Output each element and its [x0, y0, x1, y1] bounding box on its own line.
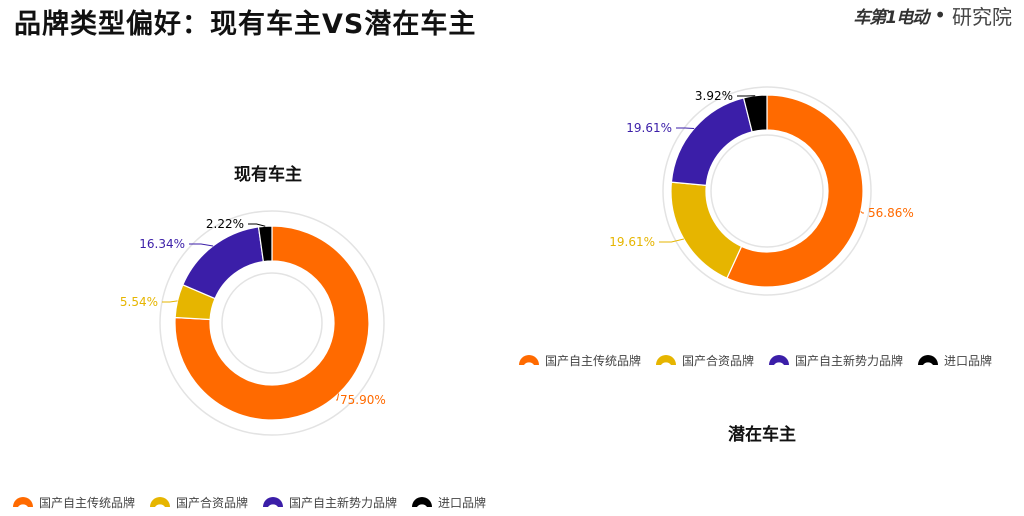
legend-potential-owners: 国产自主传统品牌 国产合资品牌 国产自主新势力品牌 进口品牌 [518, 352, 1006, 369]
data-label-new-force: 16.34% [139, 237, 185, 251]
chart-title-current-owners: 现有车主 [234, 165, 302, 185]
data-label-import: 2.22% [206, 217, 244, 231]
brand-logo: 车第1电动 • 研究院 [853, 2, 1012, 29]
legend-item-traditional[interactable]: 国产自主传统品牌 [12, 494, 135, 511]
slice-traditional [174, 225, 370, 421]
legend-swatch-icon [769, 354, 790, 365]
legend-swatch-icon [150, 496, 171, 507]
legend-label: 国产自主新势力品牌 [289, 496, 398, 510]
data-label-new-force: 19.61% [626, 121, 672, 135]
data-label-import: 3.92% [695, 89, 733, 103]
legend-item-new-force[interactable]: 国产自主新势力品牌 [262, 494, 397, 511]
legend-label: 进口品牌 [438, 496, 487, 510]
legend-current-owners: 国产自主传统品牌 国产合资品牌 国产自主新势力品牌 进口品牌 [12, 494, 500, 511]
legend-swatch-icon [519, 354, 539, 365]
slice-import [257, 225, 273, 263]
data-label-traditional: 56.86% [868, 206, 914, 220]
inner-guide-ring [221, 272, 323, 374]
page-title: 品牌类型偏好：现有车主VS潜在车主 [14, 9, 477, 40]
legend-label: 国产合资品牌 [176, 496, 249, 510]
data-label-traditional: 75.90% [340, 393, 386, 407]
legend-label: 国产自主传统品牌 [545, 354, 642, 368]
label-leader-line [676, 127, 695, 130]
data-label-joint-venture: 19.61% [609, 235, 655, 249]
slice-joint-venture [670, 181, 743, 280]
inner-guide-ring [710, 134, 824, 248]
outer-guide-ring [662, 86, 872, 296]
legend-swatch-icon [656, 354, 677, 365]
brand-logo-mark: 车第1电动 [853, 7, 929, 28]
chart-title-potential-owners: 潜在车主 [728, 425, 796, 445]
legend-item-joint-venture[interactable]: 国产合资品牌 [149, 494, 248, 511]
legend-swatch-icon [13, 496, 33, 507]
label-leader-line [248, 223, 266, 227]
label-leader-line [189, 243, 214, 247]
legend-item-import[interactable]: 进口品牌 [411, 494, 486, 511]
legend-label: 国产合资品牌 [682, 354, 755, 368]
legend-item-new-force[interactable]: 国产自主新势力品牌 [768, 352, 903, 369]
legend-item-traditional[interactable]: 国产自主传统品牌 [518, 352, 641, 369]
legend-swatch-icon [263, 496, 284, 507]
legend-label: 国产自主新势力品牌 [795, 354, 904, 368]
legend-label: 国产自主传统品牌 [39, 496, 136, 510]
label-leader-line [860, 211, 864, 214]
data-label-joint-venture: 5.54% [120, 295, 158, 309]
slice-traditional [726, 94, 864, 288]
brand-separator-dot: • [934, 3, 946, 27]
legend-item-joint-venture[interactable]: 国产合资品牌 [655, 352, 754, 369]
legend-item-import[interactable]: 进口品牌 [917, 352, 992, 369]
legend-label: 进口品牌 [944, 354, 993, 368]
legend-swatch-icon [412, 496, 433, 507]
legend-swatch-icon [918, 354, 939, 365]
label-leader-line [162, 300, 178, 303]
brand-suffix: 研究院 [952, 4, 1012, 29]
label-leader-line [336, 393, 340, 401]
label-leader-line [659, 238, 684, 243]
outer-guide-ring [159, 210, 385, 436]
